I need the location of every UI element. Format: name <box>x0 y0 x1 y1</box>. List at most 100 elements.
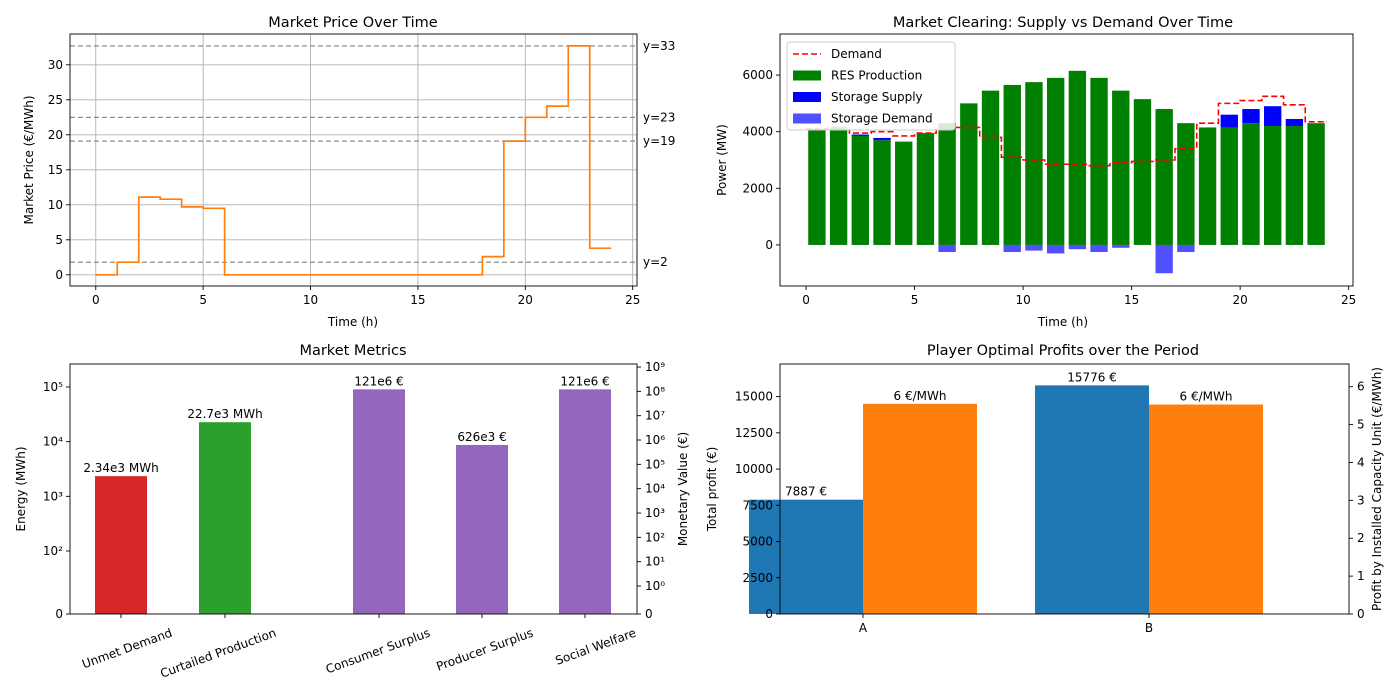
axes-frame <box>69 33 638 287</box>
market-clearing-panel: Market Clearing: Supply vs Demand Over T… <box>715 15 1356 329</box>
legend-label: Storage Supply <box>831 90 923 104</box>
player-profits-ylabel: Total profit (€) <box>705 447 719 533</box>
y-tick-label: 12500 <box>735 426 773 440</box>
player-profits-title: Player Optimal Profits over the Period <box>927 343 1199 359</box>
res-production-bar <box>1242 123 1260 245</box>
x-tick-label: 15 <box>1124 293 1139 307</box>
res-production-bar <box>873 140 891 245</box>
res-production-bar <box>1264 126 1282 245</box>
y2-tick-label: 10⁸ <box>645 384 665 398</box>
market-clearing-title: Market Clearing: Supply vs Demand Over T… <box>893 15 1233 31</box>
y2-tick-label: 1 <box>1357 569 1365 583</box>
y2-tick-label: 10⁶ <box>645 433 665 447</box>
market-clearing-xlabel: Time (h) <box>1037 315 1088 329</box>
y-tick-label: 25 <box>48 93 63 107</box>
storage-demand-bar <box>1112 244 1130 248</box>
total-profit-bar <box>749 499 863 614</box>
y-tick-label: 0 <box>765 607 773 621</box>
unit-profit-label: 6 €/MWh <box>894 389 947 403</box>
legend-label: Storage Demand <box>831 112 933 126</box>
storage-supply-bar <box>1242 109 1260 124</box>
reference-line-label: y=2 <box>643 255 668 269</box>
x-tick-label: 20 <box>518 293 533 307</box>
y2-tick-label: 0 <box>1357 607 1365 621</box>
storage-demand-bar <box>1046 244 1065 254</box>
market-metric-bar <box>456 444 508 614</box>
market-metric-bar <box>353 389 405 614</box>
storage-demand-bar <box>1025 244 1043 251</box>
unit-profit-bar <box>863 403 977 614</box>
x-tick-label: 25 <box>625 293 640 307</box>
market-metric-value-label: 626e3 € <box>457 430 506 444</box>
market-metric-value-label: 22.7e3 MWh <box>187 407 262 421</box>
y-tick-label: 0 <box>55 607 63 621</box>
y-tick-label: 10⁴ <box>43 435 63 449</box>
axes-frame <box>779 363 1350 615</box>
res-production-bar <box>1068 70 1087 245</box>
x-tick-label: 0 <box>802 293 810 307</box>
y-tick-label: 0 <box>55 268 63 282</box>
player-category-label: B <box>1145 621 1153 635</box>
storage-demand-bar <box>938 244 956 253</box>
market-price-panel: Market Price Over Time Time (h) Market P… <box>22 15 675 329</box>
x-tick-label: 20 <box>1232 293 1247 307</box>
total-profit-label: 15776 € <box>1067 370 1117 384</box>
market-metric-value-label: 121e6 € <box>354 374 403 388</box>
res-production-bar <box>1112 90 1130 245</box>
market-price-xlabel: Time (h) <box>327 315 378 329</box>
y2-tick-label: 10³ <box>645 506 665 520</box>
y2-tick-label: 10² <box>645 530 665 544</box>
y-tick-label: 10² <box>43 544 63 558</box>
reference-line-label: y=23 <box>643 110 675 124</box>
res-production-bar <box>1307 123 1325 245</box>
market-metrics-title: Market Metrics <box>299 343 406 359</box>
y2-tick-label: 2 <box>1357 531 1365 545</box>
demand-line <box>806 95 1327 167</box>
y-tick-label: 10³ <box>43 489 63 503</box>
player-profits-y2label: Profit by Installed Capacity Unit (€/MWh… <box>1370 367 1384 611</box>
unit-profit-bar <box>1149 404 1263 614</box>
y-tick-label: 6000 <box>742 68 773 82</box>
storage-demand-bar <box>1177 244 1195 253</box>
total-profit-bar <box>1035 385 1149 614</box>
y-tick-label: 2000 <box>742 181 773 195</box>
x-tick-label: 10 <box>303 293 318 307</box>
y-tick-label: 15000 <box>735 390 773 404</box>
market-price-title: Market Price Over Time <box>268 15 437 31</box>
market-metrics-y2label: Monetary Value (€) <box>676 432 690 546</box>
res-production-bar <box>1198 127 1217 245</box>
y-tick-label: 30 <box>48 58 63 72</box>
market-metrics-ylabel: Energy (MWh) <box>14 446 28 531</box>
x-tick-label: 5 <box>911 293 919 307</box>
y-tick-label: 2500 <box>742 571 773 585</box>
reference-line-label: y=33 <box>643 39 675 53</box>
y-tick-label: 20 <box>48 128 63 142</box>
y2-tick-label: 3 <box>1357 493 1365 507</box>
res-production-bar <box>1155 109 1173 245</box>
y2-tick-label: 10¹ <box>645 555 665 569</box>
x-tick-label: 15 <box>410 293 425 307</box>
x-tick-label: 10 <box>1015 293 1030 307</box>
storage-supply-bar <box>873 137 891 141</box>
res-production-bar <box>1133 99 1152 245</box>
y2-tick-label: 10⁴ <box>645 482 665 496</box>
market-price-ylabel: Market Price (€/MWh) <box>22 95 36 224</box>
market-metric-bar <box>199 422 251 614</box>
market-metric-bar <box>559 389 611 614</box>
res-production-bar <box>1090 77 1108 245</box>
market-metric-bar <box>95 476 147 614</box>
res-production-bar <box>1285 126 1304 245</box>
legend-box <box>786 41 956 131</box>
y-tick-label: 10000 <box>735 462 773 476</box>
legend-swatch <box>793 92 821 102</box>
res-production-bar <box>938 123 956 245</box>
res-production-bar <box>960 103 978 245</box>
market-metric-value-label: 121e6 € <box>560 374 609 388</box>
x-tick-label: 25 <box>1341 293 1356 307</box>
y2-tick-label: 6 <box>1357 380 1365 394</box>
legend-swatch <box>793 113 821 124</box>
reference-line-label: y=19 <box>643 134 675 148</box>
y-tick-label: 4000 <box>742 125 773 139</box>
storage-demand-bar <box>1090 244 1108 253</box>
legend-swatch <box>793 70 821 81</box>
